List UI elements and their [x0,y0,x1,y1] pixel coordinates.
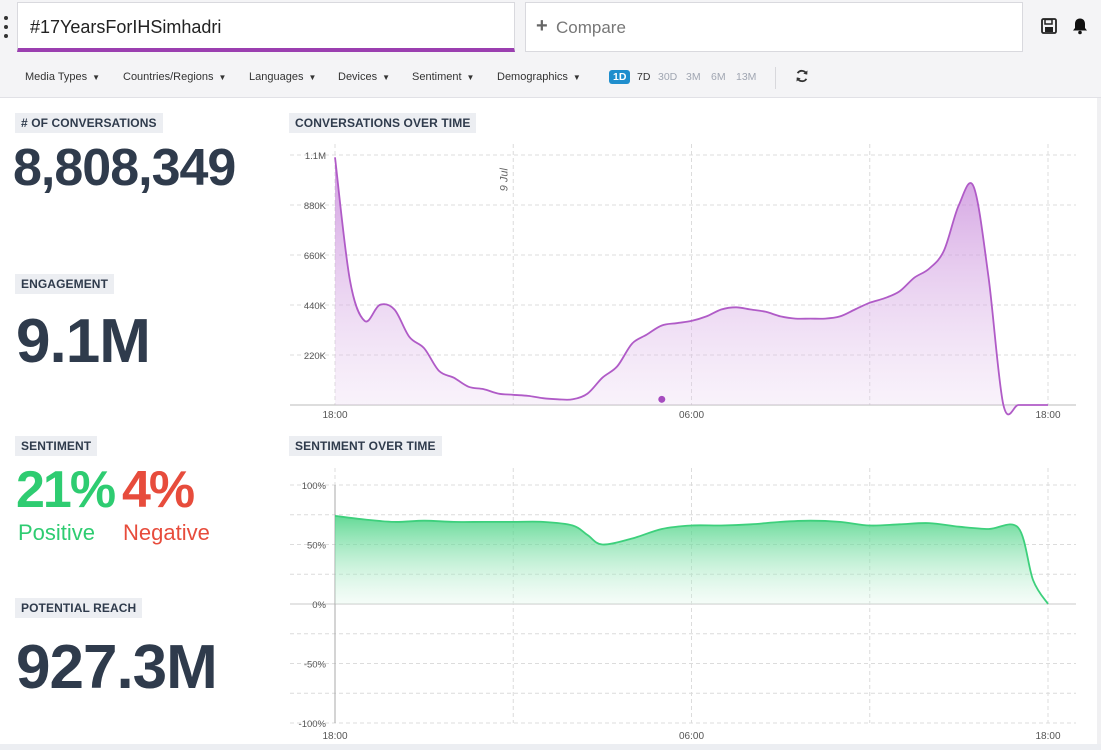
data-point-marker [658,395,666,403]
filter-demographics[interactable]: Demographics ▼ [497,71,581,83]
date-annotation: 9 Jul [498,167,510,191]
refresh-icon[interactable] [795,69,809,83]
x-tick-label: 06:00 [679,410,704,421]
engagement-label: ENGAGEMENT [15,274,115,294]
conversations-area [335,157,1048,415]
engagement-value: 9.1M [16,307,151,376]
conversations-chart-title: CONVERSATIONS OVER TIME [289,113,477,133]
y-tick-label: 0% [312,600,326,611]
filter-label: Languages [249,71,304,83]
range-1d[interactable]: 1D [609,70,631,84]
filter-sentiment[interactable]: Sentiment ▼ [412,71,474,83]
filter-languages[interactable]: Languages ▼ [249,71,316,83]
range-6m[interactable]: 6M [711,71,726,83]
y-tick-label: 220K [304,351,327,362]
sentiment-line [334,515,1049,605]
query-input[interactable]: #17YearsForIHSimhadri [17,2,515,52]
sentiment-area [335,515,1048,604]
query-text: #17YearsForIHSimhadri [30,17,222,37]
caret-down-icon: ▼ [308,73,317,82]
y-tick-label: 1.1M [305,151,326,162]
x-tick-label: 06:00 [679,731,704,742]
y-tick-label: -50% [304,660,327,671]
caret-down-icon: ▼ [466,73,475,82]
caret-down-icon: ▼ [382,73,391,82]
y-tick-label: 100% [302,481,327,492]
range-3m[interactable]: 3M [686,71,701,83]
filter-label: Devices [338,71,378,83]
filter-media-types[interactable]: Media Types ▼ [25,71,100,83]
conversations-value: 8,808,349 [13,139,236,197]
filter-bar: Media Types ▼ Countries/Regions ▼ Language… [0,58,1101,98]
caret-down-icon: ▼ [572,73,581,82]
caret-down-icon: ▼ [218,73,227,82]
range-30d[interactable]: 30D [658,71,678,83]
scrollbar-track [1097,98,1101,750]
sentiment-label: SENTIMENT [15,436,98,456]
save-icon[interactable] [1041,18,1057,34]
y-tick-label: -100% [299,719,327,730]
x-tick-label: 18:00 [1035,410,1060,421]
x-tick-label: 18:00 [322,731,347,742]
compare-input[interactable]: + Compare [525,2,1023,52]
y-tick-label: 50% [307,541,327,552]
range-13m[interactable]: 13M [736,71,757,83]
conversations-line [334,157,1048,416]
negative-label: Negative [123,520,210,545]
filter-label: Countries/Regions [123,71,214,83]
positive-label: Positive [18,520,96,545]
menu-dots-icon[interactable] [2,16,10,38]
top-bar: #17YearsForIHSimhadri + Compare [0,0,1101,58]
sentiment-chart-title: SENTIMENT OVER TIME [289,436,442,456]
conversations-label: # OF CONVERSATIONS [15,113,163,133]
caret-down-icon: ▼ [92,73,101,82]
filter-label: Sentiment [412,71,462,83]
y-tick-label: 440K [304,301,327,312]
negative-value: 4% [122,461,195,519]
bottom-edge [0,744,1101,750]
reach-value: 927.3M [16,633,218,702]
range-7d[interactable]: 7D [637,71,651,83]
filter-countries-regions[interactable]: Countries/Regions ▼ [123,71,226,83]
positive-value: 21% [16,461,116,519]
compare-label: Compare [556,18,626,37]
sentiment-chart: 100%50%0%-50%-100%18:00 06:00 18:00 [290,468,1076,742]
reach-label: POTENTIAL REACH [15,598,143,618]
x-tick-label: 18:00 [1035,731,1060,742]
divider [775,67,776,89]
plus-icon: + [536,15,548,37]
filter-devices[interactable]: Devices ▼ [338,71,390,83]
y-tick-label: 660K [304,251,327,262]
bell-icon[interactable] [1071,17,1089,35]
x-tick-label: 18:00 [322,410,347,421]
filter-label: Demographics [497,71,568,83]
conversations-chart: 220K 440K 660K 880K 1.1M 18:00 06:00 18:00 9 Jul [290,144,1076,421]
filter-label: Media Types [25,71,88,83]
y-tick-label: 880K [304,201,327,212]
